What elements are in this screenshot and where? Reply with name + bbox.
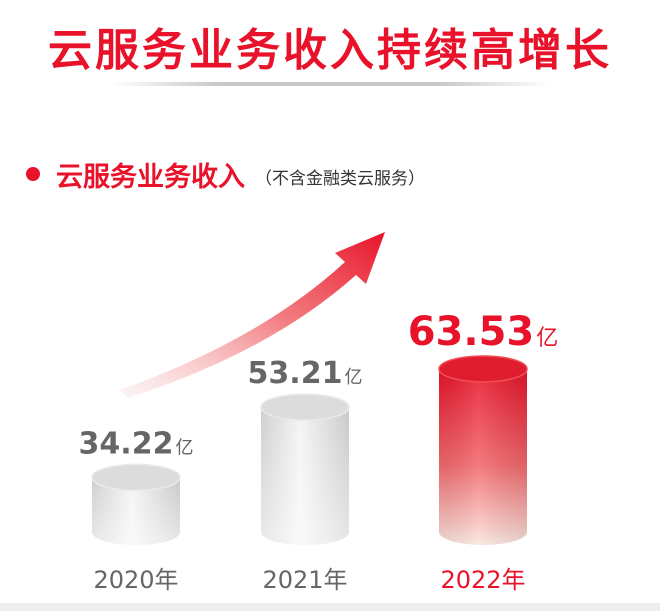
value-unit-2: 亿 xyxy=(536,326,558,351)
page-title: 云服务业务收入持续高增长 xyxy=(48,25,612,76)
bar-top-0 xyxy=(91,463,181,492)
title-divider xyxy=(110,82,550,86)
bar-top-1 xyxy=(260,393,350,421)
section-note: （不含金融类云服务） xyxy=(255,168,425,189)
growth-arrow-icon xyxy=(120,232,385,398)
bar-shade-0 xyxy=(92,477,180,545)
bullet-dot-icon xyxy=(26,167,40,181)
value-number-2: 63.53 xyxy=(408,309,535,355)
section-label: 云服务业务收入 xyxy=(56,161,245,193)
value-label-0: 34.22 亿 xyxy=(79,426,194,461)
category-label-2: 2022年 xyxy=(440,566,525,594)
value-unit-1: 亿 xyxy=(344,367,362,388)
bar-top-2 xyxy=(438,355,528,383)
value-label-2: 63.53亿 xyxy=(408,309,559,355)
category-label-0: 2020年 xyxy=(93,566,178,594)
value-number-0: 34.22 xyxy=(79,426,174,461)
section-header: 云服务业务收入 （不含金融类云服务） xyxy=(26,154,425,194)
bottom-divider xyxy=(0,603,660,611)
bar-shade-1 xyxy=(261,407,349,545)
category-label-1: 2021年 xyxy=(262,566,347,594)
value-unit-0: 亿 xyxy=(175,437,193,458)
bar-shade-2 xyxy=(439,368,527,545)
value-number-1: 53.21 xyxy=(248,356,343,391)
value-label-1: 53.21 亿 xyxy=(248,356,363,391)
